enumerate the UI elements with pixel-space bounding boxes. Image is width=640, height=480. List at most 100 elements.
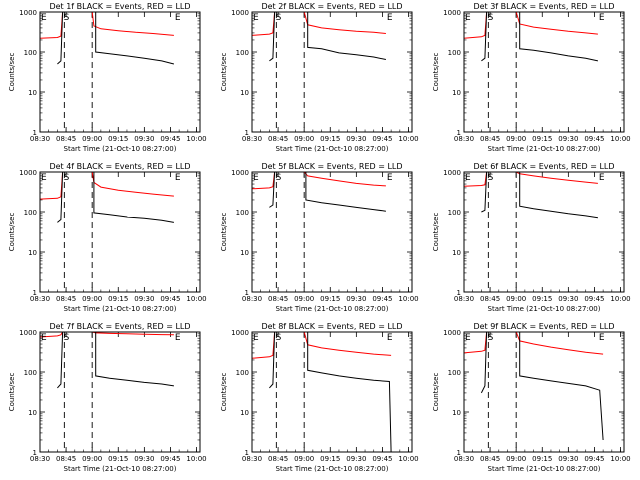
x-tick-label: 08:30 — [242, 455, 262, 463]
series-line-1 — [39, 11, 174, 39]
x-tick-label: 09:45 — [584, 295, 604, 303]
x-tick-label: 09:00 — [82, 455, 102, 463]
x-tick-label: 09:15 — [108, 135, 128, 143]
event-marker: E — [41, 333, 47, 343]
x-tick-label: 09:45 — [584, 135, 604, 143]
event-marker: E — [387, 13, 393, 23]
x-tick-label: 10:00 — [186, 135, 206, 143]
y-tick-label: 1000 — [231, 329, 249, 337]
event-marker: S — [276, 173, 282, 183]
y-tick-label: 1 — [245, 449, 249, 457]
x-tick-label: 09:15 — [320, 455, 340, 463]
x-tick-label: 09:00 — [82, 135, 102, 143]
plot-frame — [251, 171, 413, 293]
series-line-2 — [269, 331, 392, 453]
x-tick-label: 09:45 — [160, 135, 180, 143]
x-axis-label: Start Time (21-Oct-10 08:27:00) — [64, 145, 177, 153]
chart-panel-3: Det 3f BLACK = Events, RED = LLD Counts/s… — [432, 2, 631, 153]
y-axis-label: Counts/sec — [432, 373, 440, 412]
series-line-2 — [481, 11, 599, 62]
series-line-2 — [269, 171, 386, 212]
y-tick-label: 10 — [240, 89, 249, 97]
x-tick-label: 10:00 — [398, 455, 418, 463]
event-marker: S — [276, 13, 282, 23]
x-tick-label: 08:45 — [268, 135, 288, 143]
event-marker: E — [387, 173, 393, 183]
x-tick-label: 09:30 — [558, 455, 578, 463]
y-tick-label: 100 — [24, 209, 37, 217]
x-tick-label: 09:15 — [108, 455, 128, 463]
y-tick-label: 1000 — [19, 169, 37, 177]
x-axis-label: Start Time (21-Oct-10 08:27:00) — [488, 145, 601, 153]
x-tick-label: 09:30 — [346, 455, 366, 463]
event-marker: E — [253, 13, 259, 23]
x-tick-label: 09:45 — [160, 295, 180, 303]
x-tick-label: 10:00 — [186, 295, 206, 303]
x-axis-label: Start Time (21-Oct-10 08:27:00) — [64, 305, 177, 313]
event-marker: E — [41, 173, 47, 183]
x-axis-label: Start Time (21-Oct-10 08:27:00) — [276, 145, 389, 153]
chart-panel-1: Det 1f BLACK = Events, RED = LLD Counts/s… — [8, 2, 207, 153]
y-axis-label: Counts/sec — [220, 213, 228, 252]
y-tick-label: 10 — [452, 89, 461, 97]
x-axis-label: Start Time (21-Oct-10 08:27:00) — [276, 305, 389, 313]
y-tick-label: 100 — [24, 49, 37, 57]
event-marker: E — [599, 173, 605, 183]
plot-frame — [39, 331, 201, 453]
plot-frame — [463, 171, 625, 293]
x-axis-label: Start Time (21-Oct-10 08:27:00) — [64, 465, 177, 473]
series-line-2 — [480, 331, 604, 441]
y-axis-label: Counts/sec — [8, 213, 16, 252]
y-tick-label: 100 — [448, 209, 461, 217]
event-marker: S — [64, 173, 70, 183]
x-tick-label: 09:00 — [294, 455, 314, 463]
event-marker: E — [465, 333, 471, 343]
x-tick-label: 08:45 — [480, 135, 500, 143]
series-line-2 — [57, 11, 175, 65]
x-tick-label: 09:45 — [372, 295, 392, 303]
x-tick-label: 09:15 — [108, 295, 128, 303]
y-tick-label: 10 — [452, 249, 461, 257]
y-tick-label: 1000 — [19, 9, 37, 17]
chart-panel-2: Det 2f BLACK = Events, RED = LLD Counts/s… — [220, 2, 419, 153]
event-marker: E — [175, 173, 181, 183]
y-axis-label: Counts/sec — [432, 53, 440, 92]
event-marker: E — [599, 13, 605, 23]
x-tick-label: 08:30 — [30, 455, 50, 463]
event-marker: S — [488, 13, 494, 23]
y-tick-label: 1 — [457, 449, 461, 457]
chart-title: Det 9f BLACK = Events, RED = LLD — [473, 322, 614, 331]
series-line-1 — [39, 171, 174, 200]
x-tick-label: 09:30 — [134, 455, 154, 463]
y-tick-label: 1 — [245, 289, 249, 297]
x-tick-label: 09:15 — [320, 295, 340, 303]
x-tick-label: 10:00 — [610, 455, 630, 463]
y-tick-label: 100 — [448, 49, 461, 57]
event-marker: E — [387, 333, 393, 343]
x-tick-label: 10:00 — [186, 455, 206, 463]
y-tick-label: 1000 — [443, 169, 461, 177]
y-tick-label: 10 — [28, 409, 37, 417]
x-tick-label: 09:45 — [372, 135, 392, 143]
chart-panel-8: Det 8f BLACK = Events, RED = LLD Counts/s… — [220, 322, 419, 473]
y-axis-label: Counts/sec — [432, 213, 440, 252]
x-tick-label: 10:00 — [398, 295, 418, 303]
event-marker: E — [41, 13, 47, 23]
x-tick-label: 09:30 — [558, 295, 578, 303]
x-tick-label: 09:00 — [82, 295, 102, 303]
x-tick-label: 09:30 — [346, 135, 366, 143]
x-tick-label: 09:00 — [294, 135, 314, 143]
plot-frame — [463, 331, 625, 453]
chart-panel-6: Det 6f BLACK = Events, RED = LLD Counts/s… — [432, 162, 631, 313]
y-tick-label: 10 — [240, 249, 249, 257]
plot-frame — [39, 171, 201, 293]
x-tick-label: 09:30 — [134, 135, 154, 143]
series-line-2 — [481, 171, 598, 219]
event-marker: S — [64, 333, 70, 343]
event-marker: E — [465, 13, 471, 23]
x-tick-label: 08:30 — [454, 455, 474, 463]
y-tick-label: 10 — [28, 89, 37, 97]
x-axis-label: Start Time (21-Oct-10 08:27:00) — [488, 465, 601, 473]
event-marker: E — [465, 173, 471, 183]
